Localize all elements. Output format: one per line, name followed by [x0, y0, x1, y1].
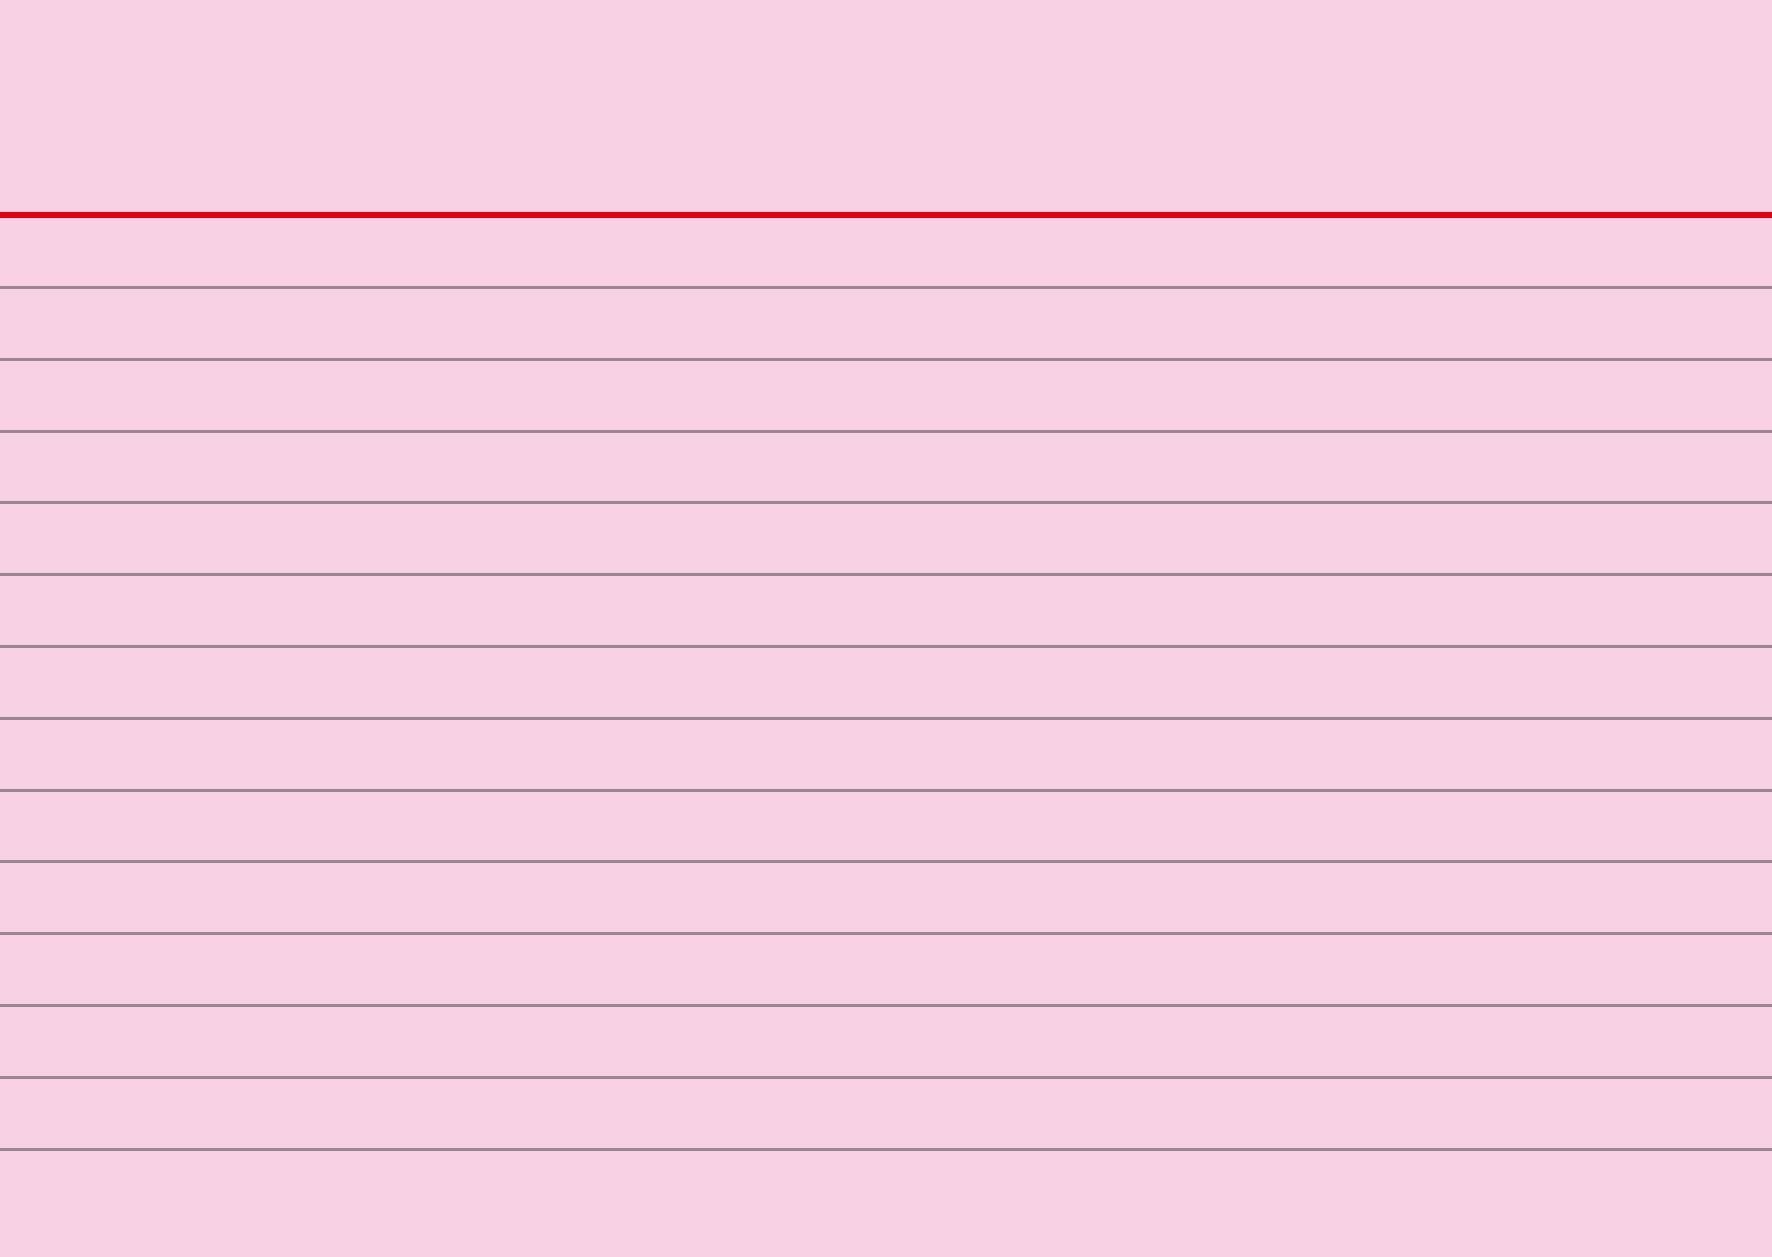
ruled-line [0, 717, 1772, 720]
ruled-line [0, 1076, 1772, 1079]
ruled-line [0, 1004, 1772, 1007]
ruled-line [0, 430, 1772, 433]
header-rule [0, 212, 1772, 218]
ruled-line [0, 358, 1772, 361]
ruled-line [0, 860, 1772, 863]
ruled-line [0, 1148, 1772, 1151]
ruled-line [0, 286, 1772, 289]
ruled-line [0, 645, 1772, 648]
ruled-line [0, 573, 1772, 576]
ruled-line [0, 501, 1772, 504]
ruled-line [0, 932, 1772, 935]
ruled-line [0, 789, 1772, 792]
